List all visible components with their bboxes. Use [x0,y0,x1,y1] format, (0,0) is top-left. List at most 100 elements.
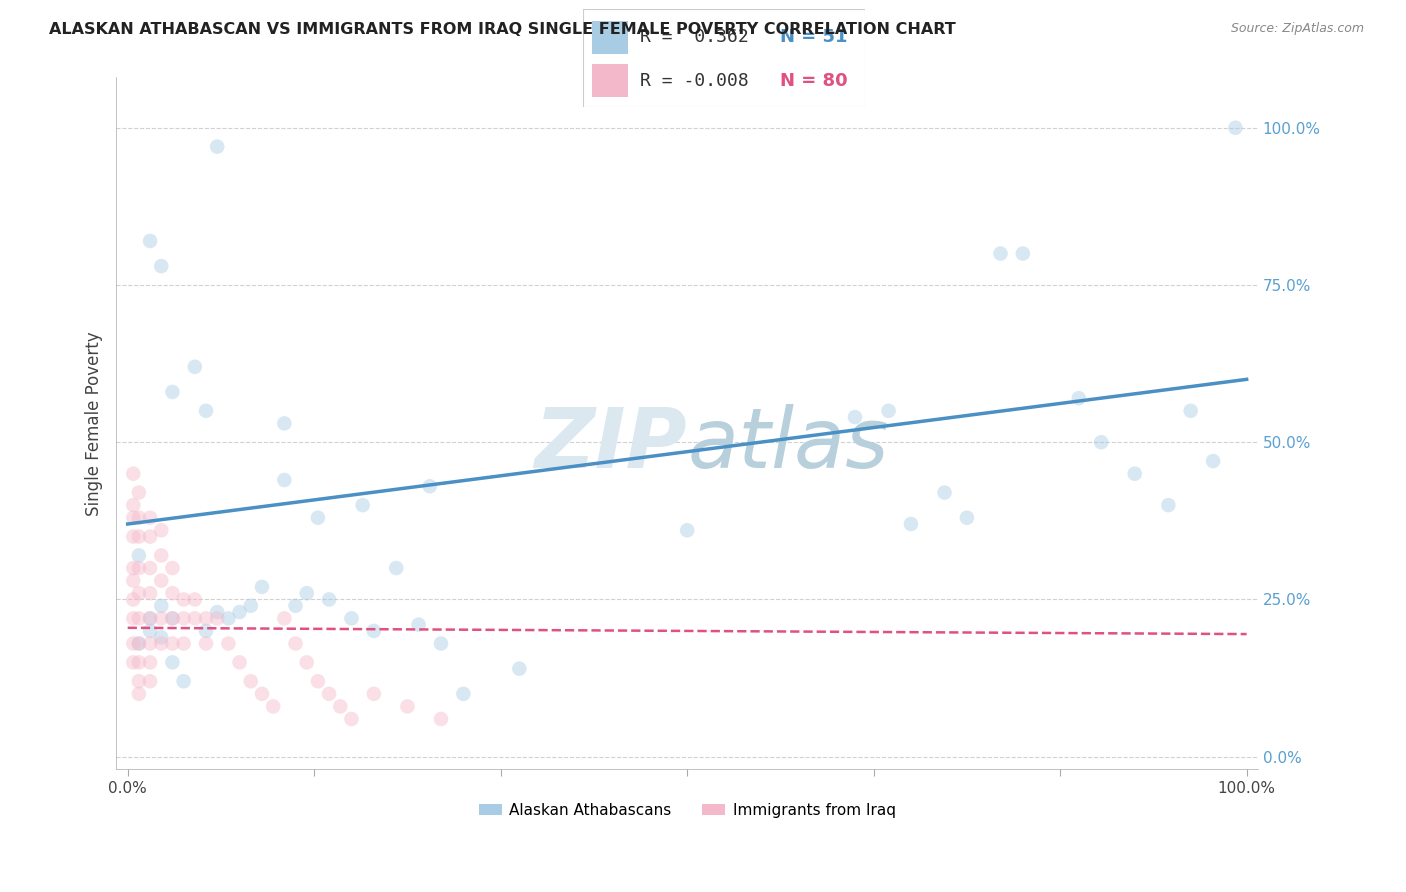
Point [128,656,150,670]
Point [128,687,150,701]
Point [139,636,162,650]
Point [128,485,150,500]
Point [162,611,184,625]
Point [340,712,363,726]
Point [273,473,295,487]
Point [122,592,145,607]
Point [139,586,162,600]
Point [128,561,150,575]
Text: R =  0.362: R = 0.362 [640,29,748,46]
Point [318,592,340,607]
Point [162,561,184,575]
Point [508,662,530,676]
Point [173,636,195,650]
Point [284,636,307,650]
Point [1180,404,1202,418]
Point [195,636,218,650]
Point [128,549,150,563]
Point [250,580,273,594]
Point [273,417,295,431]
Point [228,605,250,619]
Point [139,234,162,248]
Point [150,599,173,613]
Point [150,524,173,538]
Text: Source: ZipAtlas.com: Source: ZipAtlas.com [1230,22,1364,36]
Point [150,630,173,644]
Point [239,599,262,613]
Point [139,530,162,544]
Point [184,592,207,607]
Point [150,611,173,625]
Point [408,617,430,632]
Point [139,561,162,575]
Point [122,498,145,512]
Point [295,586,318,600]
Point [453,687,475,701]
Point [1011,246,1033,260]
Point [900,516,922,531]
Point [162,586,184,600]
Point [150,636,173,650]
Point [128,530,150,544]
Text: ALASKAN ATHABASCAN VS IMMIGRANTS FROM IRAQ SINGLE FEMALE POVERTY CORRELATION CHA: ALASKAN ATHABASCAN VS IMMIGRANTS FROM IR… [49,22,956,37]
Point [122,561,145,575]
Point [956,510,979,524]
Point [329,699,352,714]
Point [162,611,184,625]
Point [205,139,228,153]
Text: atlas: atlas [688,403,889,484]
Point [139,611,162,625]
Point [385,561,408,575]
Legend: Alaskan Athabascans, Immigrants from Iraq: Alaskan Athabascans, Immigrants from Ira… [472,797,901,824]
Point [990,246,1012,260]
Point [139,611,162,625]
Point [128,636,150,650]
Point [128,674,150,689]
Point [162,384,184,399]
Point [184,359,207,374]
Text: ZIP: ZIP [534,403,688,484]
Text: R = -0.008: R = -0.008 [640,71,748,89]
Point [205,611,228,625]
Point [150,259,173,273]
Point [128,611,150,625]
Point [205,605,228,619]
Point [340,611,363,625]
Point [195,611,218,625]
Point [284,599,307,613]
Point [173,674,195,689]
Point [162,656,184,670]
Point [217,636,239,650]
Point [419,479,441,493]
Text: N = 80: N = 80 [780,71,848,89]
Point [128,636,150,650]
Point [128,586,150,600]
Point [262,699,284,714]
Point [162,636,184,650]
Point [1123,467,1146,481]
Point [430,712,453,726]
Point [239,674,262,689]
Point [139,674,162,689]
Point [184,611,207,625]
Point [1157,498,1180,512]
Point [173,611,195,625]
Point [195,624,218,638]
Point [676,524,699,538]
Point [139,656,162,670]
Point [877,404,900,418]
Point [150,549,173,563]
Point [122,636,145,650]
Point [122,510,145,524]
Point [1090,435,1112,450]
FancyBboxPatch shape [592,64,628,97]
Point [173,592,195,607]
Point [430,636,453,650]
Point [250,687,273,701]
Point [195,404,218,418]
Text: N = 51: N = 51 [780,29,848,46]
Point [1067,391,1090,405]
Point [122,467,145,481]
FancyBboxPatch shape [592,21,628,54]
Point [1202,454,1225,468]
